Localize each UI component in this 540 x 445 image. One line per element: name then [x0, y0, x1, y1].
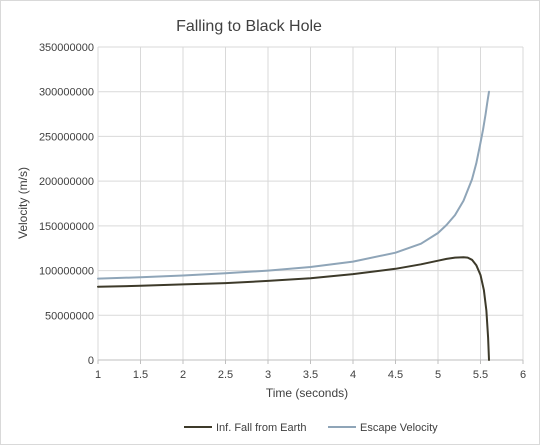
- x-tick-label: 6: [520, 369, 526, 381]
- series-line-1: [97, 256, 490, 361]
- tick-labels: 0 50000000 100000000 150000000 200000000 2500…: [39, 42, 526, 381]
- x-tick-label: 5: [435, 369, 441, 381]
- x-tick-label: 5.5: [473, 369, 488, 381]
- legend: Inf. Fall from Earth Escape Velocity: [184, 422, 438, 434]
- y-tick-label: 100000000: [39, 266, 94, 278]
- x-axis-title: Time (seconds): [266, 386, 348, 400]
- x-tick-label: 4.5: [388, 369, 403, 381]
- legend-label-1: Inf. Fall from Earth: [216, 422, 306, 434]
- y-tick-label: 350000000: [39, 42, 94, 54]
- legend-label-2: Escape Velocity: [360, 422, 438, 434]
- y-tick-label: 300000000: [39, 87, 94, 99]
- x-tick-label: 3: [265, 369, 271, 381]
- x-tick-label: 2.5: [218, 369, 233, 381]
- x-tick-label: 1.5: [133, 369, 148, 381]
- x-tick-label: 3.5: [303, 369, 318, 381]
- x-tick-label: 4: [350, 369, 356, 381]
- chart-title: Falling to Black Hole: [176, 18, 322, 35]
- series-lines: [97, 90, 490, 361]
- x-tick-label: 2: [180, 369, 186, 381]
- y-tick-label: 50000000: [45, 310, 94, 322]
- series-line-2: [97, 90, 490, 280]
- y-tick-label: 150000000: [39, 221, 94, 233]
- y-tick-label: 0: [88, 355, 94, 367]
- y-tick-label: 200000000: [39, 176, 94, 188]
- y-tick-label: 250000000: [39, 131, 94, 143]
- gridlines: [97, 46, 524, 361]
- axes: [97, 359, 524, 364]
- x-tick-label: 1: [95, 369, 101, 381]
- y-axis-title: Velocity (m/s): [16, 167, 30, 239]
